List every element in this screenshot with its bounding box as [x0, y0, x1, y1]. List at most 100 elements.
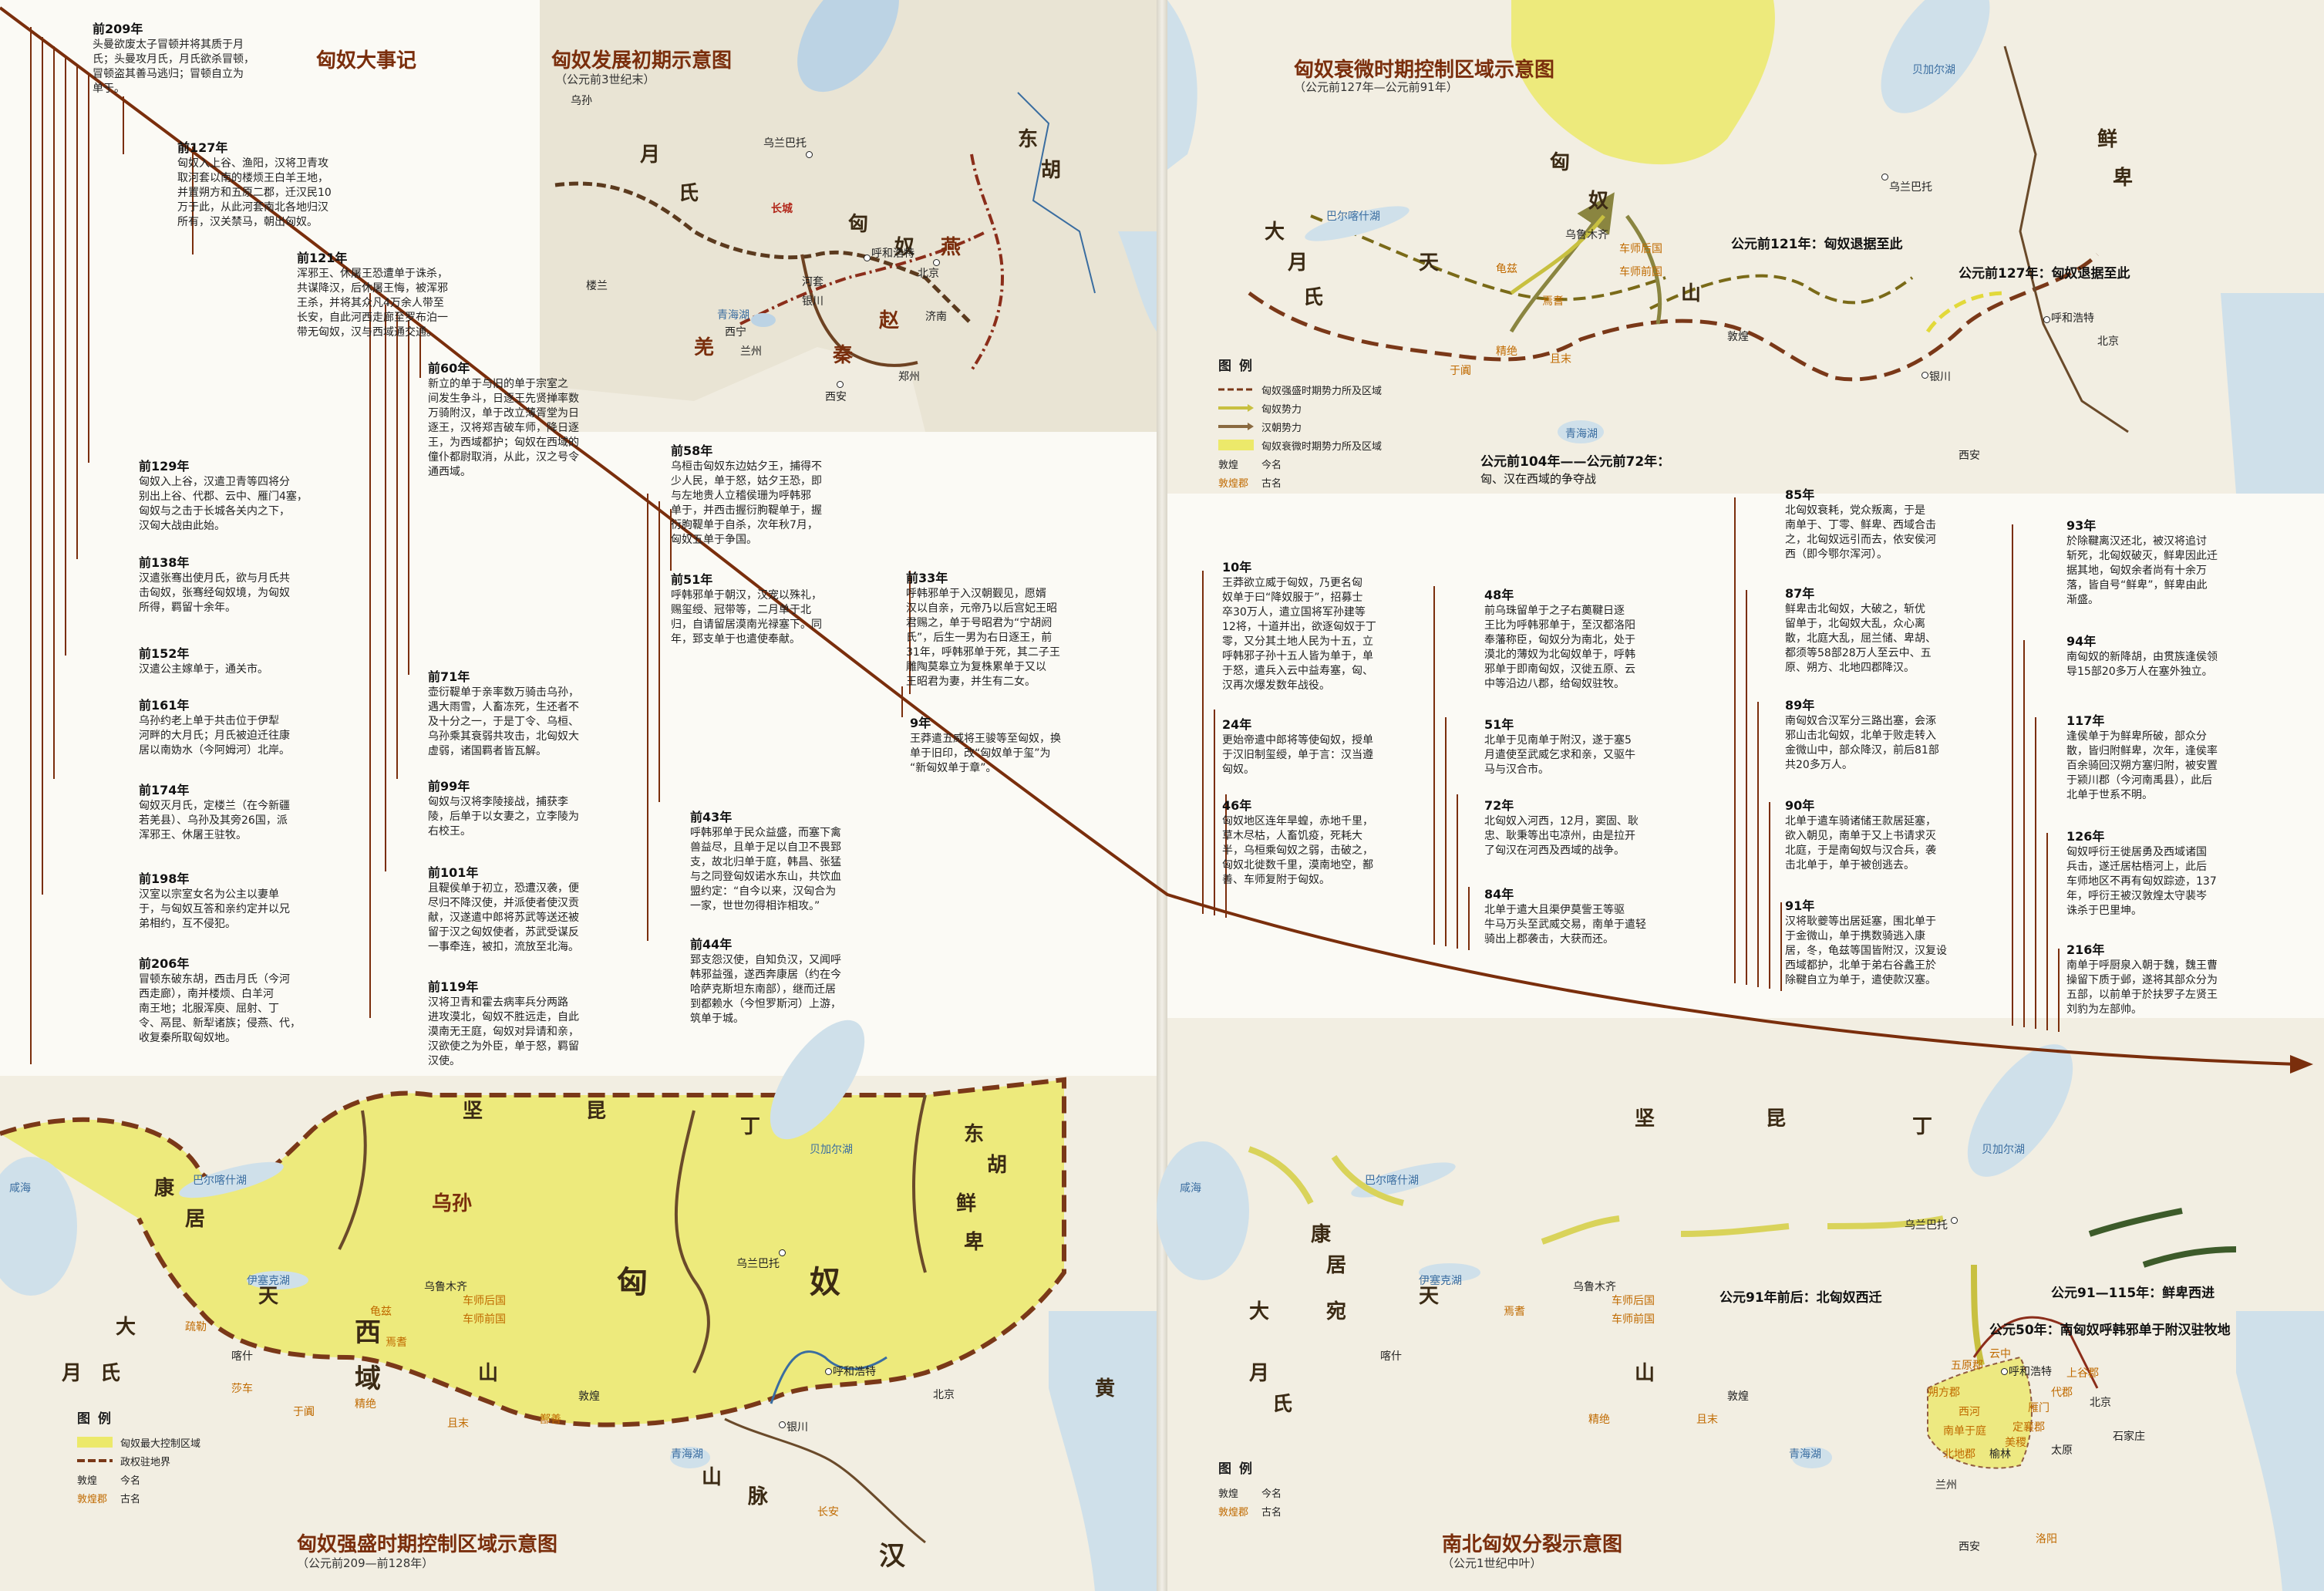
legend-ancient-sample: 敦煌郡	[77, 1493, 108, 1505]
map-peak	[0, 1020, 1157, 1591]
map-early-label: 月	[640, 143, 661, 167]
map-decline-ancient: 精绝	[1496, 346, 1517, 358]
map-split-legend: 图例 敦煌 今名 敦煌郡 古名	[1218, 1458, 1282, 1520]
map-split-ancient: 车师后国	[1612, 1295, 1655, 1307]
map-peak-label: 月	[62, 1362, 83, 1385]
legend-row: 敦煌郡 古名	[77, 1488, 200, 1507]
event-48ad: 48年 前乌珠留单于之子右薁鞬日逐 王比为呼韩邪单于，至汉都洛阳 奉藩称臣，匈奴分…	[1484, 588, 1635, 690]
map-peak-ancient: 鄯善	[540, 1414, 561, 1426]
map-decline-label: 大	[1265, 221, 1285, 244]
legend-item: 汉朝势力	[1261, 422, 1302, 434]
map-split-ancient: 西河	[1959, 1406, 1980, 1418]
city-dot	[1951, 1217, 1958, 1224]
map-split-label: 昆	[1766, 1107, 1787, 1131]
map-early-city: 乌兰巴托	[763, 137, 807, 150]
map-early-label: 匈	[848, 213, 869, 236]
map-decline-annotation: 公元前127年：匈奴退据至此	[1959, 266, 2130, 281]
map-early-city: 西安	[825, 391, 847, 403]
timeline-curve	[0, 6, 2299, 1066]
map-early-label: 胡	[1041, 159, 1062, 182]
map-split-label: 山	[1635, 1362, 1655, 1385]
map-decline-label: 卑	[2113, 167, 2134, 190]
map-split-lake: 伊塞克湖	[1419, 1275, 1462, 1287]
map-early-city: 济南	[925, 311, 947, 323]
event-198bc: 前198年 汉室以宗室女名为公主以妻单 于，与匈奴互答和亲约定并以兄 弟相约，互不…	[139, 871, 290, 930]
legend-ancient-sample: 敦煌郡	[1218, 1506, 1249, 1519]
map-split-ancient: 美稷	[2005, 1437, 2026, 1449]
map-peak-label: 鲜	[956, 1192, 977, 1215]
map-peak-lake: 贝加尔湖	[810, 1144, 853, 1156]
event-84ad: 84年 北单于遣大且渠伊莫訾王等驱 牛马万头至武威交易，南单于遣轻 骑出上郡袭击，…	[1484, 887, 1646, 945]
map-early-city: 兰州	[740, 346, 762, 358]
event-101bc: 前101年 且鞮侯单于初立，恐遭汉袭，便 尽归不降汉使，并派使者使汉贡 献，汉遂遣…	[428, 865, 579, 953]
map-peak-label: 脉	[748, 1485, 769, 1508]
legend-modern-sample: 敦煌	[1218, 459, 1239, 471]
event-58bc: 前58年 乌桓击匈奴东边姑夕王，捕得不 少人民，单于怒，姑夕王恐，即 与左地贵人立…	[671, 443, 822, 546]
map-early-lake: 青海湖	[717, 309, 749, 322]
map-decline-city: 西安	[1959, 450, 1980, 462]
map-peak-label: 汉	[879, 1541, 905, 1572]
timeline-title: 匈奴大事记	[316, 49, 417, 72]
event-94ad: 94年 南匈奴的新降胡，由贯族逢侯领 导15部20多万人在塞外独立。	[2066, 634, 2218, 678]
map-split-label: 月	[1249, 1362, 1270, 1385]
map-decline-ancient: 车师后国	[1619, 243, 1662, 255]
legend-swatch-fill-yellow	[1218, 440, 1254, 450]
map-early-label: 氏	[679, 182, 699, 205]
map-early-subtitle: （公元前3世纪末）	[555, 72, 655, 86]
map-peak-ancient: 车师后国	[463, 1295, 506, 1307]
event-209bc: 前209年 头曼欲废太子冒顿并将其质于月 氏；头曼攻月氏，月氏欲杀冒顿， 冒顿盗其…	[93, 22, 254, 95]
event-161bc: 前161年 乌孙约老上单于共击位于伊犁 河畔的大月氏；月氏被迫迁往康 居以南妫水（…	[139, 698, 290, 757]
map-decline-ancient: 车师前国	[1619, 266, 1662, 278]
map-decline-city: 银川	[1929, 371, 1951, 383]
event-93ad: 93年 於除鞬离汉还北，被汉将追讨 斩死，北匈奴破灭，鲜卑因此迁 据其地，匈奴余者…	[2066, 518, 2218, 606]
map-peak-label: 天	[258, 1285, 279, 1308]
map-decline-label: 山	[1681, 282, 1702, 305]
event-126ad: 126年 匈奴呼衍王徙居勇及西域诸国 兵击，遂迁居枯梧河上，此后 车师地区不再有匈…	[2066, 829, 2217, 917]
map-peak-ancient: 莎车	[231, 1383, 253, 1395]
legend-modern: 今名	[1261, 459, 1282, 471]
map-split-city: 乌鲁木齐	[1573, 1281, 1616, 1293]
map-peak-city: 喀什	[231, 1350, 253, 1363]
event-51bc: 前51年 呼韩邪单于朝汉，汉宠以殊礼， 赐玺绶、冠带等，二月单于北 归，自请留居漠…	[671, 572, 822, 646]
map-peak-lake: 咸海	[9, 1182, 31, 1195]
legend-swatch-fill-yellow	[77, 1437, 113, 1448]
map-peak-city: 呼和浩特	[833, 1366, 876, 1378]
event-24ad: 24年 更始帝遣中郎将等使匈奴，授单 于汉旧制玺绶，单于言：汉当遵 匈奴。	[1222, 717, 1373, 776]
map-decline-annotation: 公元前104年——公元前72年：	[1480, 454, 1671, 470]
legend-row: 敦煌郡 古名	[1218, 473, 1382, 491]
event-206bc: 前206年 冒顿东破东胡，西击月氏（今河 西走廊），南并楼烦、白羊河 南王地；北服…	[139, 956, 301, 1044]
map-split-ancient: 雁门	[2028, 1402, 2049, 1414]
map-peak-city: 乌鲁木齐	[424, 1281, 467, 1293]
map-early	[540, 0, 1157, 432]
map-split	[1157, 1018, 2324, 1591]
legend-ancient-sample: 敦煌郡	[1218, 477, 1249, 490]
map-split-title: 南北匈奴分裂示意图	[1442, 1533, 1623, 1556]
map-decline-legend: 图例 匈奴强盛时期势力所及区域 匈奴势力 汉朝势力 匈奴衰微时期势力所及区域 敦…	[1218, 355, 1382, 491]
map-early-label: 奴	[894, 236, 915, 259]
timeline-arrowhead	[2290, 1055, 2313, 1074]
event-152bc: 前152年 汉遣公主嫁单于，通关市。	[139, 646, 268, 676]
map-peak-legend: 图例 匈奴最大控制区域 政权驻地界 敦煌 今名 敦煌郡 古名	[77, 1407, 200, 1507]
map-split-label: 丁	[1912, 1115, 1933, 1138]
event-71bc: 前71年 壶衍鞮单于亲率数万骑击乌孙， 遇大雨雪，人畜冻死，生还者不 及十分之一，…	[428, 669, 579, 757]
map-peak-label: 氏	[100, 1362, 121, 1385]
map-peak-city: 敦煌	[578, 1390, 600, 1403]
map-peak-label: 坚	[463, 1100, 483, 1123]
map-split-label: 宛	[1326, 1300, 1347, 1323]
map-decline-city: 乌鲁木齐	[1565, 229, 1608, 241]
map-peak-ancient: 焉耆	[386, 1337, 407, 1349]
map-peak-label: 居	[185, 1208, 206, 1231]
map-peak-label: 匈	[617, 1265, 648, 1300]
map-split-city: 太原	[2051, 1444, 2073, 1457]
map-split-label: 坚	[1635, 1107, 1655, 1131]
map-decline-lake: 青海湖	[1565, 428, 1598, 440]
map-split-ancient: 焉耆	[1504, 1306, 1525, 1318]
map-early-label: 秦	[833, 344, 854, 367]
city-dot	[933, 259, 940, 266]
legend-row: 敦煌 今名	[1218, 454, 1382, 473]
map-peak-ancient: 车师前国	[463, 1313, 506, 1326]
map-split-city: 兰州	[1935, 1479, 1957, 1492]
legend-swatch-dash-brown	[1218, 388, 1254, 391]
city-dot	[837, 381, 844, 388]
map-decline-annotation: 匈、汉在西域的争夺战	[1480, 472, 1597, 486]
